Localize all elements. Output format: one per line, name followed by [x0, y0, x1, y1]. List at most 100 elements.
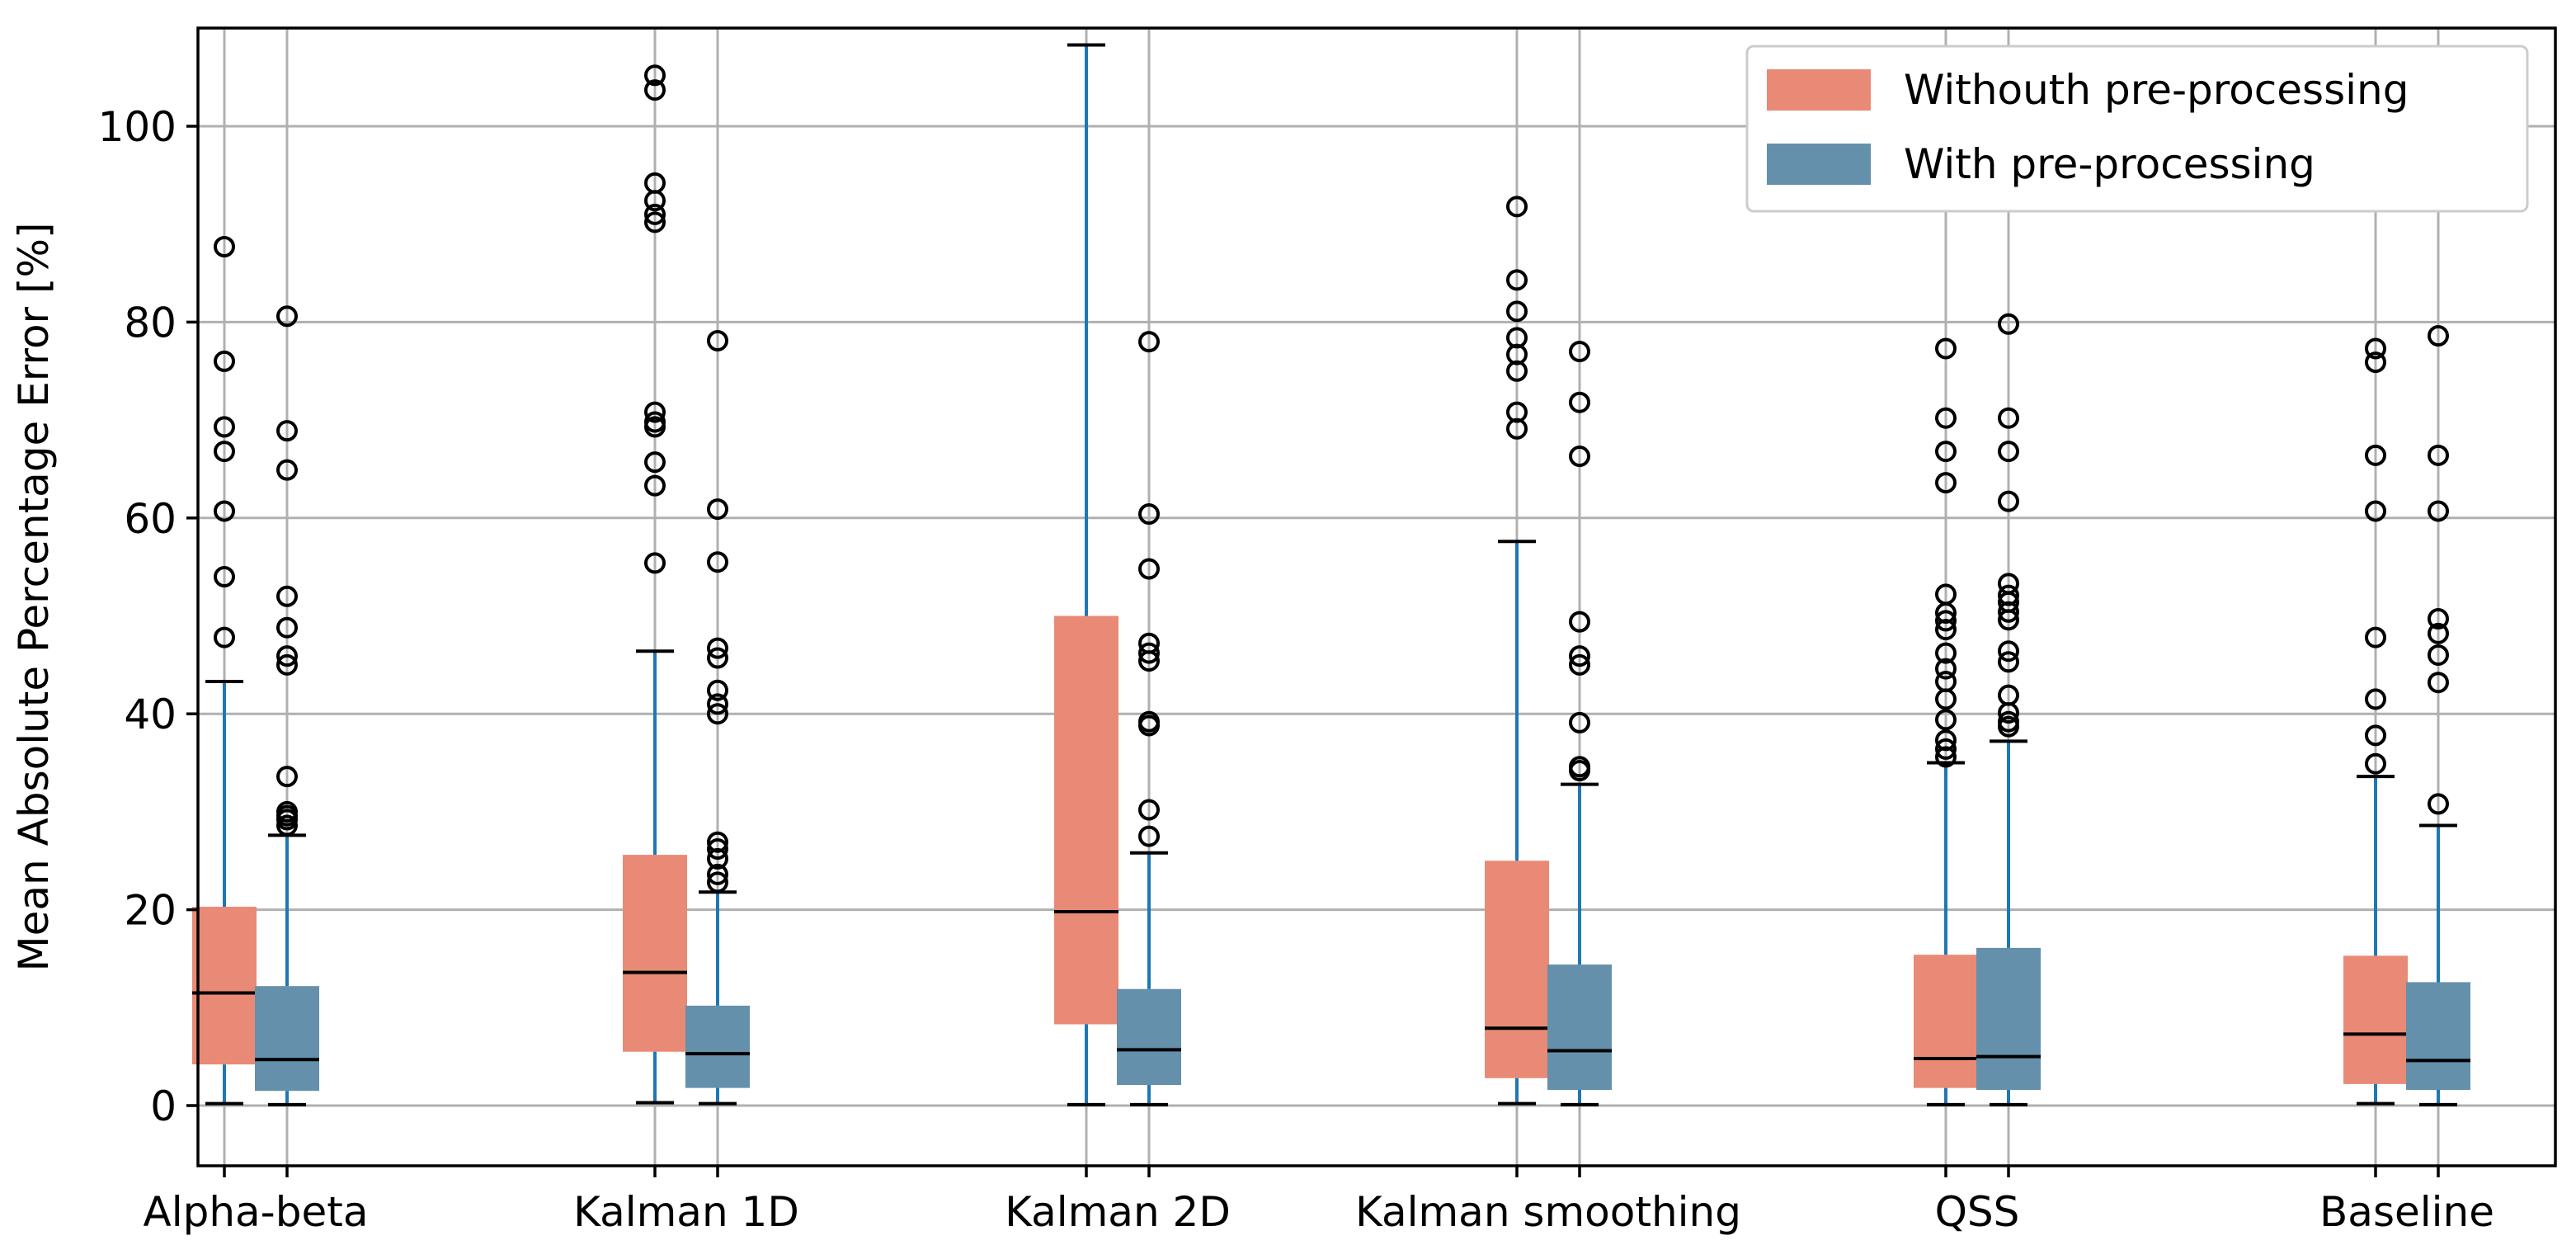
outlier-point	[1935, 472, 1957, 494]
box	[192, 907, 257, 1065]
outlier-point	[1506, 300, 1528, 323]
outlier-point	[1935, 729, 1957, 752]
outlier-point	[2428, 622, 2449, 644]
outlier-point	[2428, 672, 2449, 694]
outlier-point	[2428, 444, 2449, 466]
outlier-point	[644, 79, 666, 101]
outlier-point	[1935, 337, 1957, 360]
outlier-point	[707, 551, 728, 573]
box	[623, 855, 687, 1052]
box	[1914, 955, 1978, 1088]
y-axis-label: Mean Absolute Percentage Error [%]	[10, 222, 58, 971]
box-group	[685, 329, 750, 1106]
outlier-point	[2365, 626, 2386, 648]
outlier-point	[1935, 583, 1957, 606]
outlier-point	[644, 64, 666, 87]
outlier-point	[1138, 710, 1160, 733]
outlier-point	[644, 474, 666, 497]
box	[1054, 615, 1118, 1025]
outlier-point	[1506, 327, 1528, 349]
outlier-point	[214, 626, 235, 648]
outlier-point	[707, 871, 728, 894]
outlier-point	[644, 411, 666, 433]
outlier-point	[2365, 444, 2386, 466]
outlier-point	[276, 653, 298, 676]
y-tick-label: 40	[124, 691, 177, 738]
y-tick-label: 100	[98, 103, 177, 151]
outlier-point	[2365, 752, 2386, 775]
legend-label: Withouth pre-processing	[1904, 66, 2409, 114]
box-group	[192, 236, 257, 1106]
outlier-point	[707, 329, 728, 351]
outlier-point	[707, 863, 728, 885]
outlier-point	[2365, 337, 2386, 360]
outlier-point	[1138, 825, 1160, 847]
outlier-point	[1998, 710, 2019, 733]
outlier-point	[1138, 642, 1160, 664]
outlier-point	[707, 831, 728, 853]
outlier-point	[644, 552, 666, 574]
box	[1547, 964, 1612, 1091]
outlier-point	[1506, 196, 1528, 218]
box	[255, 986, 319, 1092]
box	[1976, 947, 2041, 1091]
outlier-point	[644, 211, 666, 233]
legend-label: With pre-processing	[1904, 140, 2315, 188]
plot-frame	[196, 26, 2557, 1167]
y-tick-label: 20	[124, 887, 177, 935]
x-tick-label: Kalman smoothing	[1355, 1188, 1741, 1236]
outlier-point	[1998, 313, 2019, 335]
outlier-point	[214, 416, 235, 438]
outlier-point	[2428, 644, 2449, 666]
outlier-point	[1569, 756, 1590, 778]
y-tick-label: 80	[124, 299, 177, 347]
x-tick-label: QSS	[1935, 1188, 2020, 1236]
box	[2343, 955, 2408, 1084]
outlier-point	[214, 566, 235, 588]
box-group	[1117, 331, 1181, 1106]
outlier-point	[276, 459, 298, 481]
outlier-point	[707, 679, 728, 701]
outlier-point	[1569, 341, 1590, 363]
box	[1117, 988, 1181, 1086]
outlier-point	[707, 693, 728, 715]
outlier-point	[214, 350, 235, 372]
outlier-point	[1935, 610, 1957, 632]
outlier-point	[1935, 642, 1957, 664]
outlier-point	[2428, 500, 2449, 522]
outlier-point	[1998, 441, 2019, 463]
box-group	[1485, 196, 1549, 1106]
outlier-point	[1998, 684, 2019, 706]
outlier-point	[707, 498, 728, 521]
outlier-point	[1138, 558, 1160, 580]
outlier-point	[1506, 401, 1528, 423]
outlier-point	[1998, 490, 2019, 512]
outlier-point	[1569, 711, 1590, 733]
outlier-point	[1569, 653, 1590, 676]
outlier-point	[2365, 688, 2386, 710]
outlier-point	[2365, 351, 2386, 374]
outlier-point	[276, 800, 298, 823]
outlier-point	[707, 703, 728, 725]
outlier-point	[1138, 632, 1160, 654]
axes: 0 20 40 60 80 100 Alpha-beta Kalman 1D Kalman 2D…	[98, 26, 2557, 1236]
x-tick-label: Kalman 2D	[1005, 1188, 1231, 1236]
outlier-point	[1935, 671, 1957, 693]
outlier-point	[644, 203, 666, 225]
outlier-point	[1935, 407, 1957, 429]
box-group	[255, 305, 319, 1106]
outlier-point	[1569, 391, 1590, 413]
box	[685, 1005, 750, 1088]
outlier-point	[1998, 407, 2019, 429]
outlier-point	[214, 441, 235, 463]
legend-frame	[1745, 45, 2529, 213]
outlier-point	[276, 616, 298, 639]
outlier-point	[2428, 608, 2449, 630]
legend: Withouth pre-processing With pre-processi…	[1745, 45, 2529, 213]
outlier-point	[1569, 611, 1590, 633]
outlier-point	[2428, 793, 2449, 815]
outlier-point	[214, 236, 235, 258]
box-plot-series	[192, 43, 2470, 1106]
box-group	[623, 64, 687, 1105]
y-tick-label: 60	[124, 495, 177, 543]
